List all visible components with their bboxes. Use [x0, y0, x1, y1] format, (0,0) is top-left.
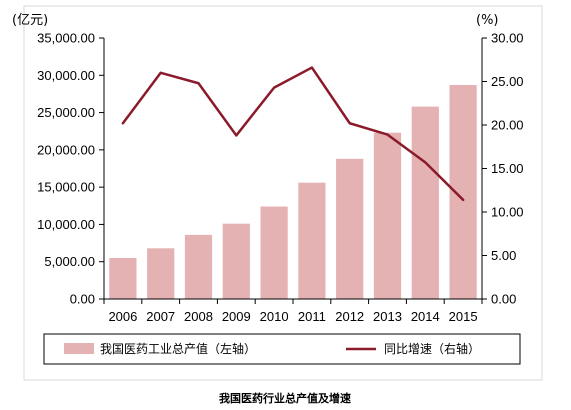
legend-box — [43, 333, 521, 365]
legend-line-label: 同比增速（右轴） — [384, 341, 480, 356]
legend-bar-label: 我国医药工业总产值（左轴） — [100, 341, 256, 356]
right-tick-label: 20.00 — [491, 118, 524, 133]
x-tick-label: 2012 — [335, 309, 364, 324]
bar-2014 — [411, 106, 439, 299]
x-tick-label: 2014 — [411, 309, 440, 324]
left-tick-label: 0.00 — [70, 292, 95, 307]
left-axis-unit: (亿元) — [12, 13, 48, 28]
x-tick-label: 2015 — [449, 309, 478, 324]
bar-2006 — [109, 257, 137, 299]
bar-2008 — [184, 234, 213, 299]
x-tick-label: 2008 — [184, 309, 213, 324]
right-axis-unit: (%) — [476, 13, 499, 28]
legend-bar-swatch — [64, 343, 94, 354]
bar-2009 — [222, 223, 250, 299]
bar-series — [109, 84, 477, 299]
left-tick-label: 20,000.00 — [37, 142, 95, 157]
x-tick-label: 2011 — [298, 309, 326, 324]
right-tick-label: 10.00 — [491, 205, 524, 220]
right-tick-label: 15.00 — [491, 161, 524, 176]
bar-2012 — [336, 158, 364, 299]
left-tick-label: 15,000.00 — [37, 180, 95, 195]
left-tick-label: 5,000.00 — [44, 254, 95, 269]
x-tick-label: 2007 — [146, 309, 175, 324]
left-tick-label: 30,000.00 — [37, 68, 95, 83]
left-tick-label: 35,000.00 — [37, 31, 95, 46]
growth-rate-line — [121, 66, 465, 202]
line-series — [121, 66, 465, 202]
x-tick-label: 2010 — [260, 309, 289, 324]
bar-2007 — [147, 248, 175, 299]
figure-caption: 我国医药行业总产值及增速 — [219, 391, 351, 405]
x-tick-label: 2009 — [222, 309, 251, 324]
bar-2011 — [298, 182, 326, 299]
left-tick-label: 10,000.00 — [37, 217, 95, 232]
x-tick-label: 2013 — [373, 309, 402, 324]
right-tick-label: 0.00 — [491, 292, 516, 307]
bar-2010 — [260, 206, 288, 299]
right-tick-label: 30.00 — [491, 31, 524, 46]
x-tick-label: 2006 — [108, 309, 137, 324]
right-tick-label: 5.00 — [491, 248, 516, 263]
left-tick-label: 25,000.00 — [37, 105, 95, 120]
right-tick-label: 25.00 — [491, 74, 524, 89]
axes — [99, 37, 487, 304]
bar-2013 — [373, 132, 402, 299]
tick-labels: 0.00 5,000.00 10,000.00 15,000.00 20,000.00 2… — [37, 31, 523, 325]
